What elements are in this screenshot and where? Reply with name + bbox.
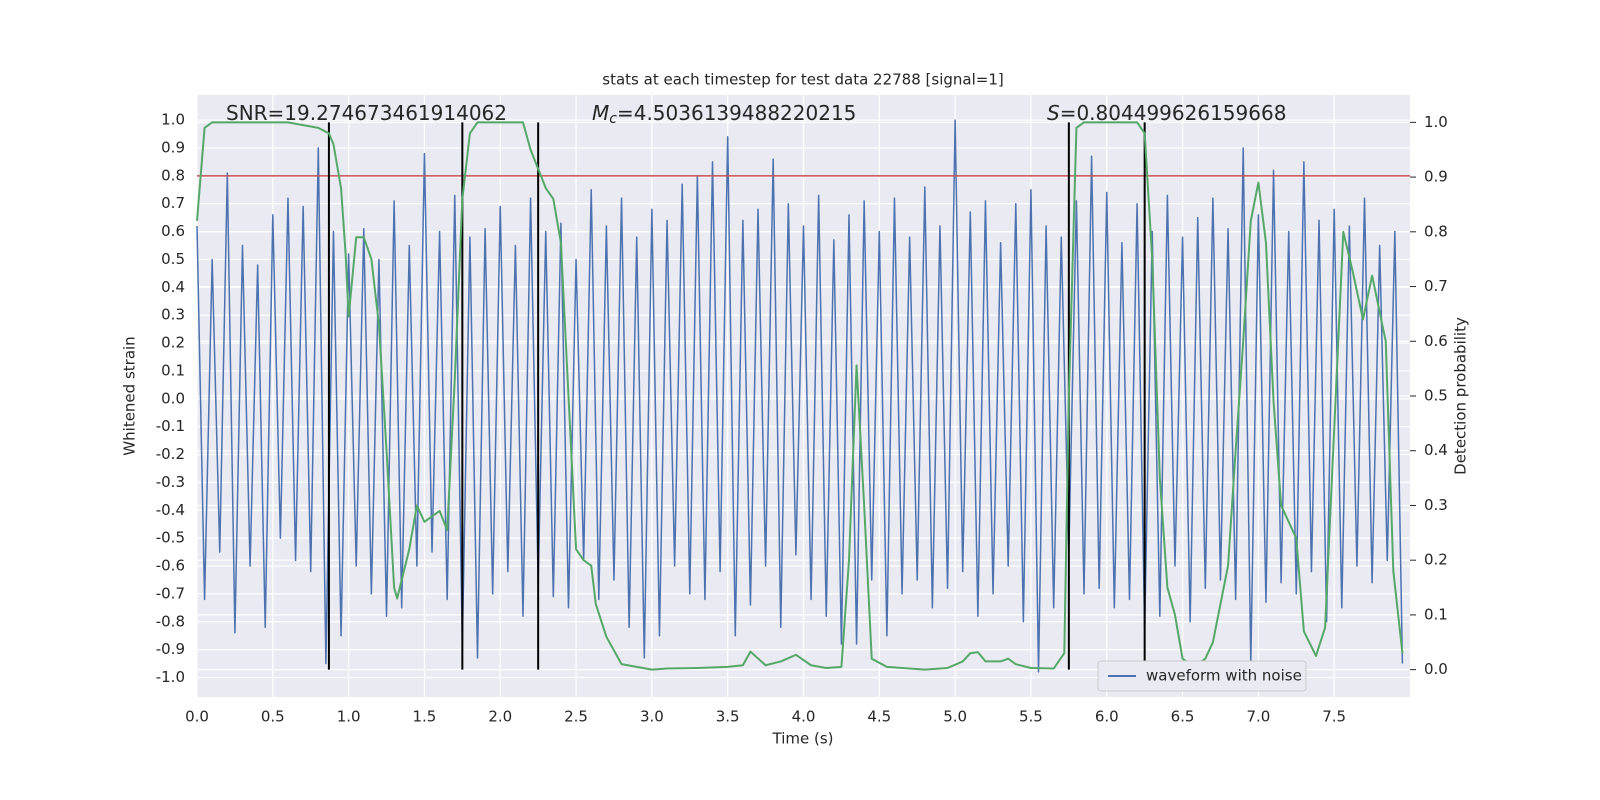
x-tick-label: 6.5 bbox=[1171, 708, 1195, 726]
annotation-symbol: S bbox=[1047, 101, 1060, 125]
labels: 0.0 0.5 1.0 1.5 2.0 2.5 3.0 3.5 4.0 4.5 5.0 5.5 6.0 6… bbox=[156, 101, 1448, 726]
y-tick-label: 0.7 bbox=[161, 194, 185, 212]
x-tick-label: 4.0 bbox=[792, 708, 816, 726]
annotation: Mc=4.5036139488220215 bbox=[592, 101, 856, 128]
y2-tick-label: 0.2 bbox=[1424, 551, 1448, 569]
annotation-text: =0.804499626159668 bbox=[1060, 101, 1287, 125]
y-tick-label: -0.1 bbox=[156, 417, 185, 435]
y-tick-label: 0.9 bbox=[161, 138, 185, 156]
y-tick-label: 0.8 bbox=[161, 166, 185, 184]
y2-tick-label: 0.7 bbox=[1424, 277, 1448, 295]
y-tick-label: 0.6 bbox=[161, 222, 185, 240]
y2-tick-label: 1.0 bbox=[1424, 113, 1448, 131]
chart-title: stats at each timestep for test data 227… bbox=[602, 71, 1003, 89]
y-tick-label: -0.7 bbox=[156, 584, 185, 602]
annotation: S=0.804499626159668 bbox=[1047, 101, 1286, 125]
x-tick-label: 2.5 bbox=[564, 708, 588, 726]
x-tick-label: 6.0 bbox=[1095, 708, 1119, 726]
x-tick-label: 7.5 bbox=[1322, 708, 1346, 726]
annotation: SNR=19.274673461914062 bbox=[226, 101, 507, 125]
legend-label: waveform with noise bbox=[1146, 667, 1302, 685]
y-tick-label: 0.2 bbox=[161, 334, 185, 352]
x-tick-label: 4.5 bbox=[867, 708, 891, 726]
y-tick-label: -0.3 bbox=[156, 473, 185, 491]
y-tick-label: 0.0 bbox=[161, 389, 185, 407]
annotation-text: =4.5036139488220215 bbox=[617, 101, 856, 125]
annotation-symbol: M bbox=[592, 101, 609, 125]
y-tick-label: 1.0 bbox=[161, 111, 185, 129]
marks bbox=[196, 119, 1410, 673]
x-tick-label: 0.0 bbox=[185, 708, 209, 726]
y2-tick-label: 0.4 bbox=[1424, 441, 1448, 459]
x-tick-label: 5.0 bbox=[943, 708, 967, 726]
y-tick-label: 0.5 bbox=[161, 250, 185, 268]
x-tick-label: 1.0 bbox=[337, 708, 361, 726]
y-tick-label: -1.0 bbox=[156, 668, 185, 686]
y-tick-label: 0.4 bbox=[161, 278, 185, 296]
x-tick-label: 1.5 bbox=[413, 708, 437, 726]
legend-box bbox=[1097, 660, 1307, 692]
x-axis-label: Time (s) bbox=[772, 730, 834, 748]
x-tick-label: 2.0 bbox=[488, 708, 512, 726]
x-tick-label: 3.5 bbox=[716, 708, 740, 726]
y2-tick-label: 0.3 bbox=[1424, 496, 1448, 514]
x-tick-label: 3.0 bbox=[640, 708, 664, 726]
y-tick-label: -0.5 bbox=[156, 529, 185, 547]
y2-tick-label: 0.0 bbox=[1424, 660, 1448, 678]
y-tick-label: -0.6 bbox=[156, 557, 185, 575]
y-tick-label: 0.1 bbox=[161, 361, 185, 379]
y-tick-label: -0.2 bbox=[156, 445, 185, 463]
y-tick-label: -0.9 bbox=[156, 640, 185, 658]
series-line bbox=[196, 121, 1404, 671]
y2-tick-label: 0.9 bbox=[1424, 168, 1448, 186]
y2-axis-label: Detection probability bbox=[1452, 317, 1470, 475]
series-line bbox=[196, 119, 1404, 673]
y-axis-label: Whitened strain bbox=[121, 336, 139, 455]
y2-tick-label: 0.1 bbox=[1424, 605, 1448, 623]
y-tick-label: 0.3 bbox=[161, 306, 185, 324]
annotation-subscript: c bbox=[609, 111, 617, 127]
x-tick-label: 5.5 bbox=[1019, 708, 1043, 726]
annotation-text: SNR=19.274673461914062 bbox=[226, 101, 507, 125]
y2-tick-label: 0.5 bbox=[1424, 387, 1448, 405]
x-tick-label: 7.0 bbox=[1246, 708, 1270, 726]
x-tick-label: 0.5 bbox=[261, 708, 285, 726]
y2-tick-label: 0.8 bbox=[1424, 222, 1448, 240]
y2-tick-label: 0.6 bbox=[1424, 332, 1448, 350]
y-tick-label: -0.4 bbox=[156, 501, 185, 519]
y-tick-label: -0.8 bbox=[156, 612, 185, 630]
